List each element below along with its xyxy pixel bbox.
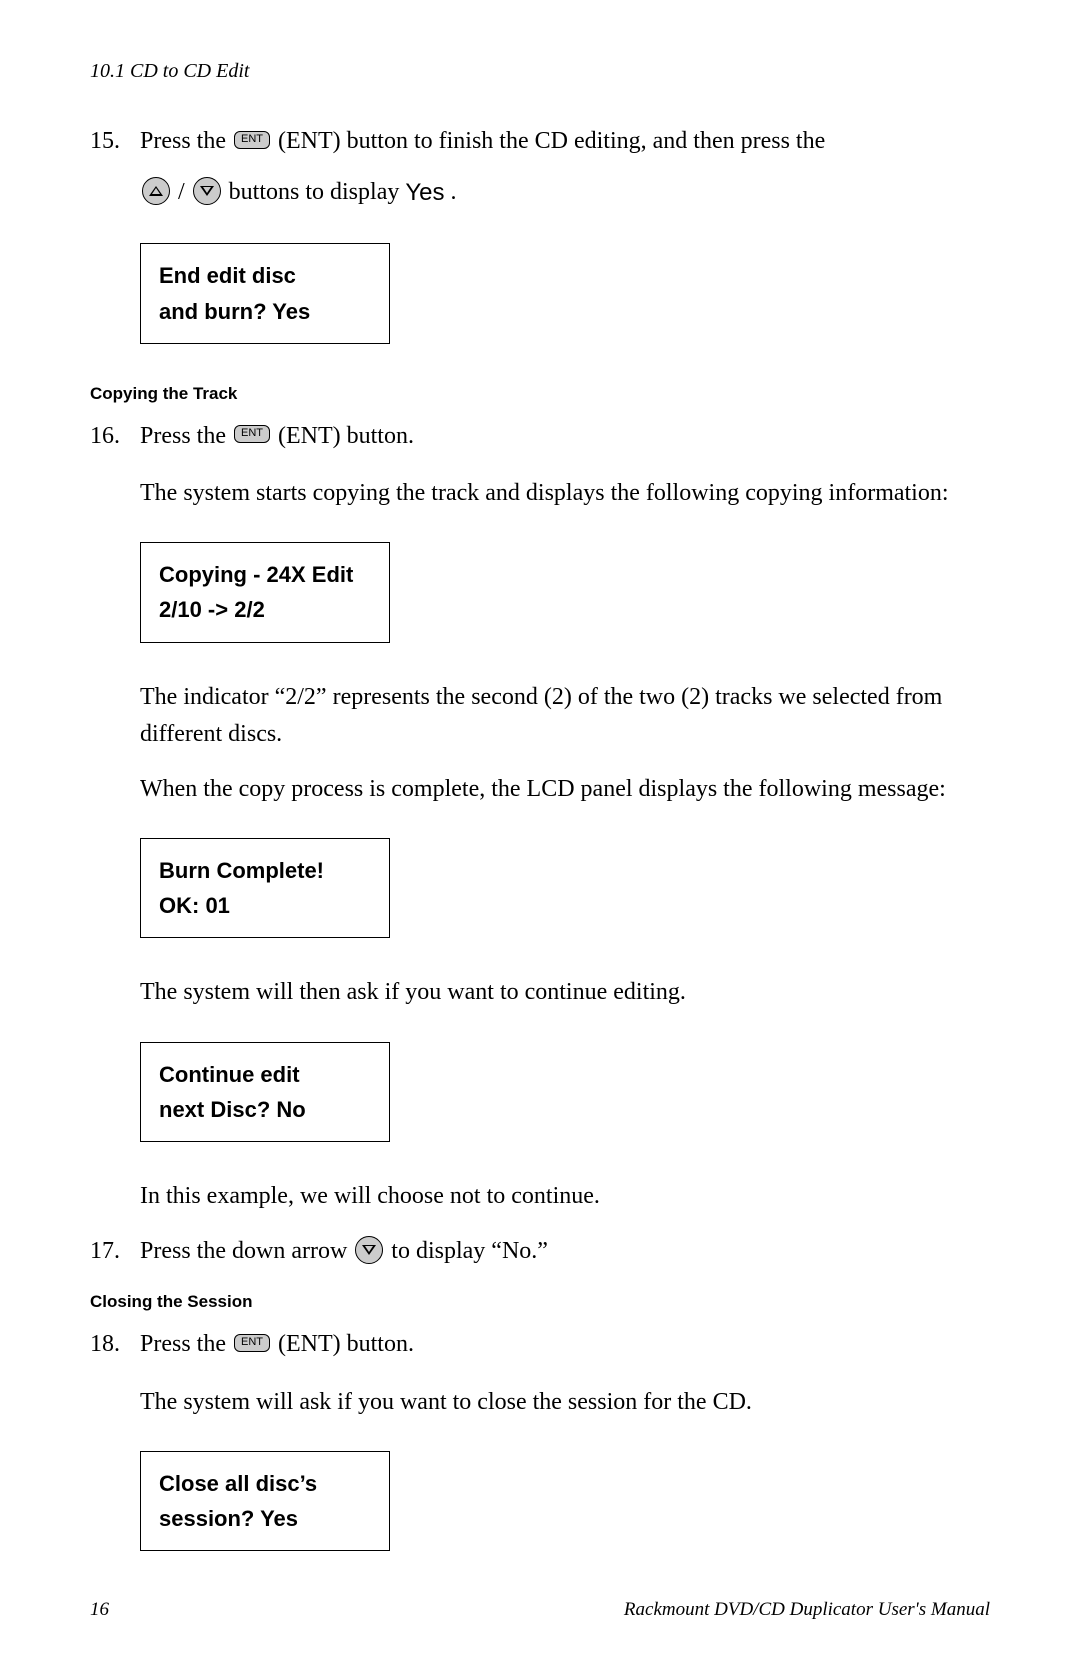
lcd-line: session? Yes xyxy=(159,1501,371,1536)
text: Press the xyxy=(140,1326,226,1363)
step-body: Press the ENT (ENT) button to finish the… xyxy=(140,123,990,211)
text: Press the down arrow xyxy=(140,1233,347,1270)
paragraph: The indicator “2/2” represents the secon… xyxy=(140,679,990,753)
text: Press the xyxy=(140,123,226,160)
text: / xyxy=(178,174,185,211)
lcd-display-3: Burn Complete! OK: 01 xyxy=(140,838,390,938)
step-body: Press the ENT (ENT) button. xyxy=(140,1326,990,1363)
content-block: The system starts copying the track and … xyxy=(140,475,990,1215)
lcd-display-4: Continue edit next Disc? No xyxy=(140,1042,390,1142)
step-15-line2: / buttons to display Yes. xyxy=(140,174,990,211)
step-15-line1: Press the ENT (ENT) button to finish the… xyxy=(140,123,990,160)
step-number: 16. xyxy=(90,418,140,455)
lcd-display-2: Copying - 24X Edit 2/10 -> 2/2 xyxy=(140,542,390,642)
lcd-display-1: End edit disc and burn? Yes xyxy=(140,243,390,343)
step-body: Press the down arrow to display “No.” xyxy=(140,1233,990,1270)
manual-title: Rackmount DVD/CD Duplicator User's Manua… xyxy=(624,1599,990,1621)
subheading-copying: Copying the Track xyxy=(90,384,990,404)
down-arrow-icon xyxy=(355,1236,383,1264)
content-block: The system will ask if you want to close… xyxy=(140,1384,990,1570)
lcd-line: End edit disc xyxy=(159,258,371,293)
up-arrow-icon xyxy=(142,177,170,205)
lcd-line: Continue edit xyxy=(159,1057,371,1092)
ent-button-icon: ENT xyxy=(234,1334,270,1352)
manual-page: 10.1 CD to CD Edit 15. Press the ENT (EN… xyxy=(0,0,1080,1669)
text-yes: Yes xyxy=(405,174,444,211)
step-17: 17. Press the down arrow to display “No.… xyxy=(90,1233,990,1270)
paragraph: When the copy process is complete, the L… xyxy=(140,771,990,808)
text: buttons to display xyxy=(229,174,400,211)
ent-button-icon: ENT xyxy=(234,131,270,149)
lcd-line: 2/10 -> 2/2 xyxy=(159,592,371,627)
lcd-display-5: Close all disc’s session? Yes xyxy=(140,1451,390,1551)
lcd-line: next Disc? No xyxy=(159,1092,371,1127)
page-number: 16 xyxy=(90,1599,109,1621)
lcd-wrapper: End edit disc and burn? Yes xyxy=(140,231,990,361)
step-18: 18. Press the ENT (ENT) button. xyxy=(90,1326,990,1363)
text: (ENT) button to finish the CD editing, a… xyxy=(278,123,825,160)
down-arrow-icon xyxy=(193,177,221,205)
text: (ENT) button. xyxy=(278,418,414,455)
lcd-line: Burn Complete! xyxy=(159,853,371,888)
paragraph: In this example, we will choose not to c… xyxy=(140,1178,990,1215)
lcd-line: Close all disc’s xyxy=(159,1466,371,1501)
paragraph: The system will ask if you want to close… xyxy=(140,1384,990,1421)
text: Press the xyxy=(140,418,226,455)
lcd-line: OK: 01 xyxy=(159,888,371,923)
subheading-closing: Closing the Session xyxy=(90,1292,990,1312)
step-15: 15. Press the ENT (ENT) button to finish… xyxy=(90,123,990,211)
paragraph: The system starts copying the track and … xyxy=(140,475,990,512)
lcd-line: and burn? Yes xyxy=(159,294,371,329)
step-number: 18. xyxy=(90,1326,140,1363)
text: . xyxy=(451,174,457,211)
text: to display “No.” xyxy=(391,1233,548,1270)
step-number: 17. xyxy=(90,1233,140,1270)
text: (ENT) button. xyxy=(278,1326,414,1363)
section-header: 10.1 CD to CD Edit xyxy=(90,60,990,83)
ent-button-icon: ENT xyxy=(234,425,270,443)
page-footer: 16 Rackmount DVD/CD Duplicator User's Ma… xyxy=(90,1599,990,1621)
step-number: 15. xyxy=(90,123,140,211)
step-16: 16. Press the ENT (ENT) button. xyxy=(90,418,990,455)
step-body: Press the ENT (ENT) button. xyxy=(140,418,990,455)
paragraph: The system will then ask if you want to … xyxy=(140,974,990,1011)
lcd-line: Copying - 24X Edit xyxy=(159,557,371,592)
